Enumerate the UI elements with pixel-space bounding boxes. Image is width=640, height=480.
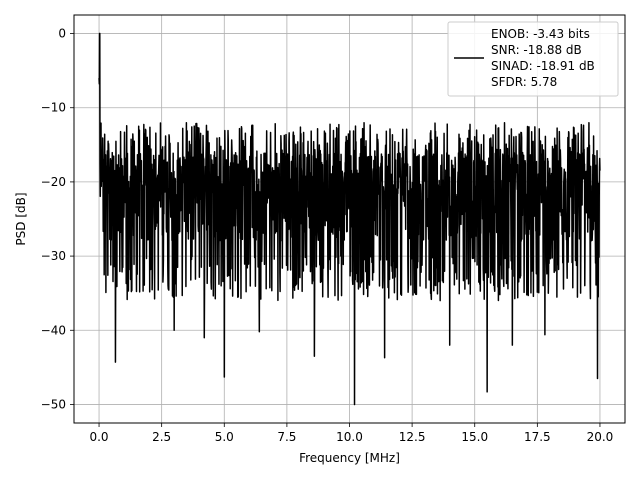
x-tick-label: 20.0: [587, 430, 614, 444]
x-tick-label: 7.5: [277, 430, 296, 444]
x-tick-label: 5.0: [215, 430, 234, 444]
axis-ticks: 0.0 2.5 5.0 7.5 10.0 12.5 15.0 17.5 20.0 0 −10 −20 −…: [41, 27, 614, 444]
x-tick-label: 12.5: [399, 430, 426, 444]
y-tick-label: −20: [41, 175, 66, 189]
legend-enob: ENOB: -3.43 bits: [491, 27, 590, 41]
x-tick-label: 2.5: [152, 430, 171, 444]
legend-box: [447, 21, 619, 97]
x-tick-label: 10.0: [336, 430, 363, 444]
x-tick-label: 15.0: [461, 430, 488, 444]
legend-sfdr: SFDR: 5.78: [491, 75, 557, 89]
series-layer: [98, 32, 601, 406]
y-tick-label: −30: [41, 249, 66, 263]
y-tick-label: 0: [58, 27, 66, 41]
x-tick-label: 17.5: [524, 430, 551, 444]
y-tick-label: −40: [41, 323, 66, 337]
y-axis-label: PSD [dB]: [14, 192, 28, 245]
x-tick-label: 0.0: [89, 430, 108, 444]
psd-series-line: [98, 32, 601, 406]
legend: ENOB: -3.43 bits SNR: -18.88 dB SINAD: -…: [447, 21, 619, 97]
y-tick-label: −10: [41, 101, 66, 115]
legend-sinad: SINAD: -18.91 dB: [491, 59, 595, 73]
y-tick-label: −50: [41, 397, 66, 411]
legend-snr: SNR: -18.88 dB: [491, 43, 582, 57]
x-axis-label: Frequency [MHz]: [299, 451, 400, 465]
